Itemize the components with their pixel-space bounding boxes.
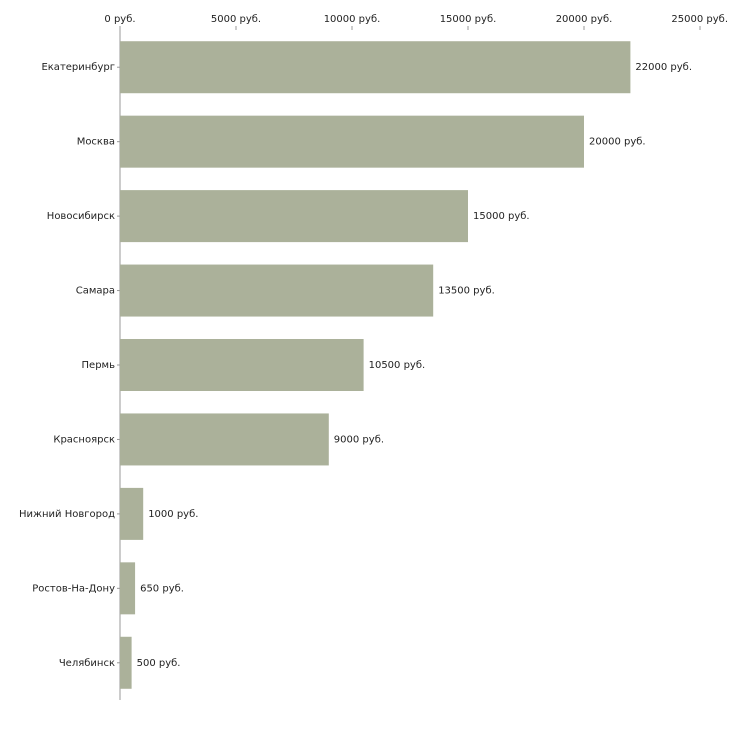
bar [120,636,132,689]
x-tick-label: 20000 руб. [556,14,613,25]
value-label: 9000 руб. [334,434,384,445]
y-tick-label: Москва [77,137,115,148]
bar [120,264,434,317]
x-tick-label: 25000 руб. [671,14,728,25]
value-label: 10500 руб. [369,360,426,371]
value-label: 15000 руб. [473,211,530,222]
y-tick-label: Самара [76,286,115,297]
bar [120,339,364,391]
bar [120,487,144,540]
x-tick-label: 0 руб. [104,14,135,25]
value-label: 13500 руб. [438,286,495,297]
bar [120,562,136,615]
value-label: 22000 руб. [635,62,692,73]
x-tick-label: 10000 руб. [324,14,381,25]
y-tick-label: Екатеринбург [41,62,115,73]
value-label: 650 руб. [140,583,184,594]
x-tick-label: 5000 руб. [211,14,261,25]
y-tick-label: Ростов-На-Дону [32,583,115,594]
y-tick-label: Челябинск [59,658,115,669]
bar [120,115,584,168]
value-label: 20000 руб. [589,137,646,148]
value-label: 1000 руб. [148,509,198,520]
x-tick-label: 15000 руб. [440,14,497,25]
bar [120,41,631,94]
y-tick-label: Нижний Новгород [19,509,115,520]
y-tick-label: Новосибирск [47,211,115,222]
value-label: 500 руб. [137,658,181,669]
bar [120,413,329,466]
y-tick-label: Пермь [82,360,116,371]
bar [120,190,468,243]
y-tick-label: Красноярск [53,434,115,445]
